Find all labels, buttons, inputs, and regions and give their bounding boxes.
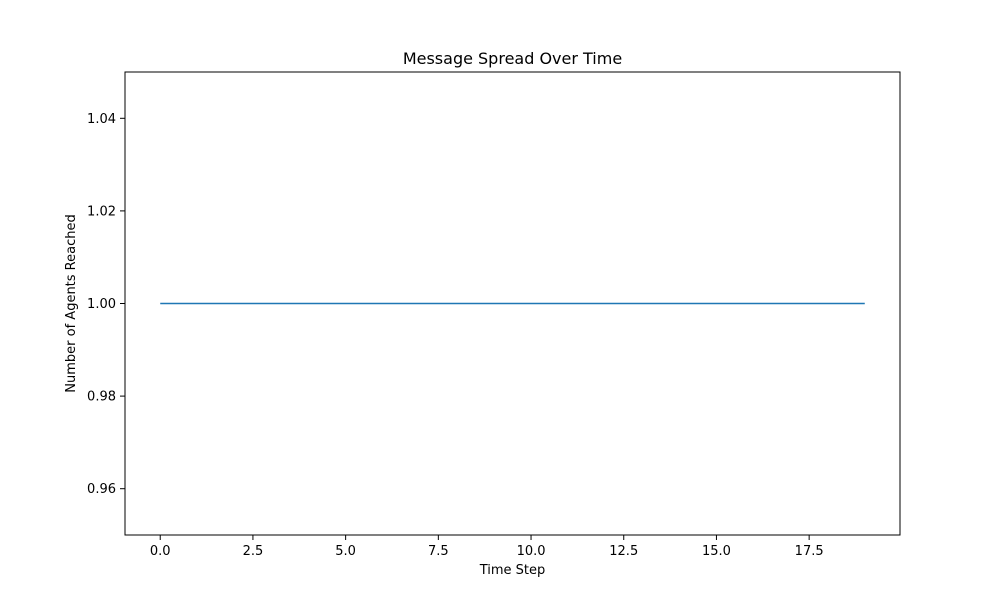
chart-title: Message Spread Over Time [403,49,622,68]
x-tick-label: 10.0 [517,544,546,559]
x-tick-label: 7.5 [428,544,449,559]
x-axis-ticks: 0.0 2.5 5.0 7.5 10.0 12.5 15.0 17.5 [150,535,824,559]
y-axis-label: Number of Agents Reached [64,214,79,392]
y-axis-ticks: 0.96 0.98 1.00 1.02 1.04 [87,112,125,497]
x-tick-label: 12.5 [609,544,638,559]
y-tick-label: 0.98 [87,390,116,405]
x-tick-label: 15.0 [702,544,731,559]
x-tick-label: 17.5 [795,544,824,559]
x-axis-label: Time Step [479,563,546,578]
y-tick-label: 1.00 [87,297,116,312]
plot-frame [124,71,901,536]
x-tick-label: 0.0 [150,544,171,559]
y-tick-label: 1.02 [87,204,116,219]
x-tick-label: 2.5 [243,544,264,559]
x-tick-label: 5.0 [335,544,356,559]
y-tick-label: 1.04 [87,112,116,127]
y-tick-label: 0.96 [87,482,116,497]
